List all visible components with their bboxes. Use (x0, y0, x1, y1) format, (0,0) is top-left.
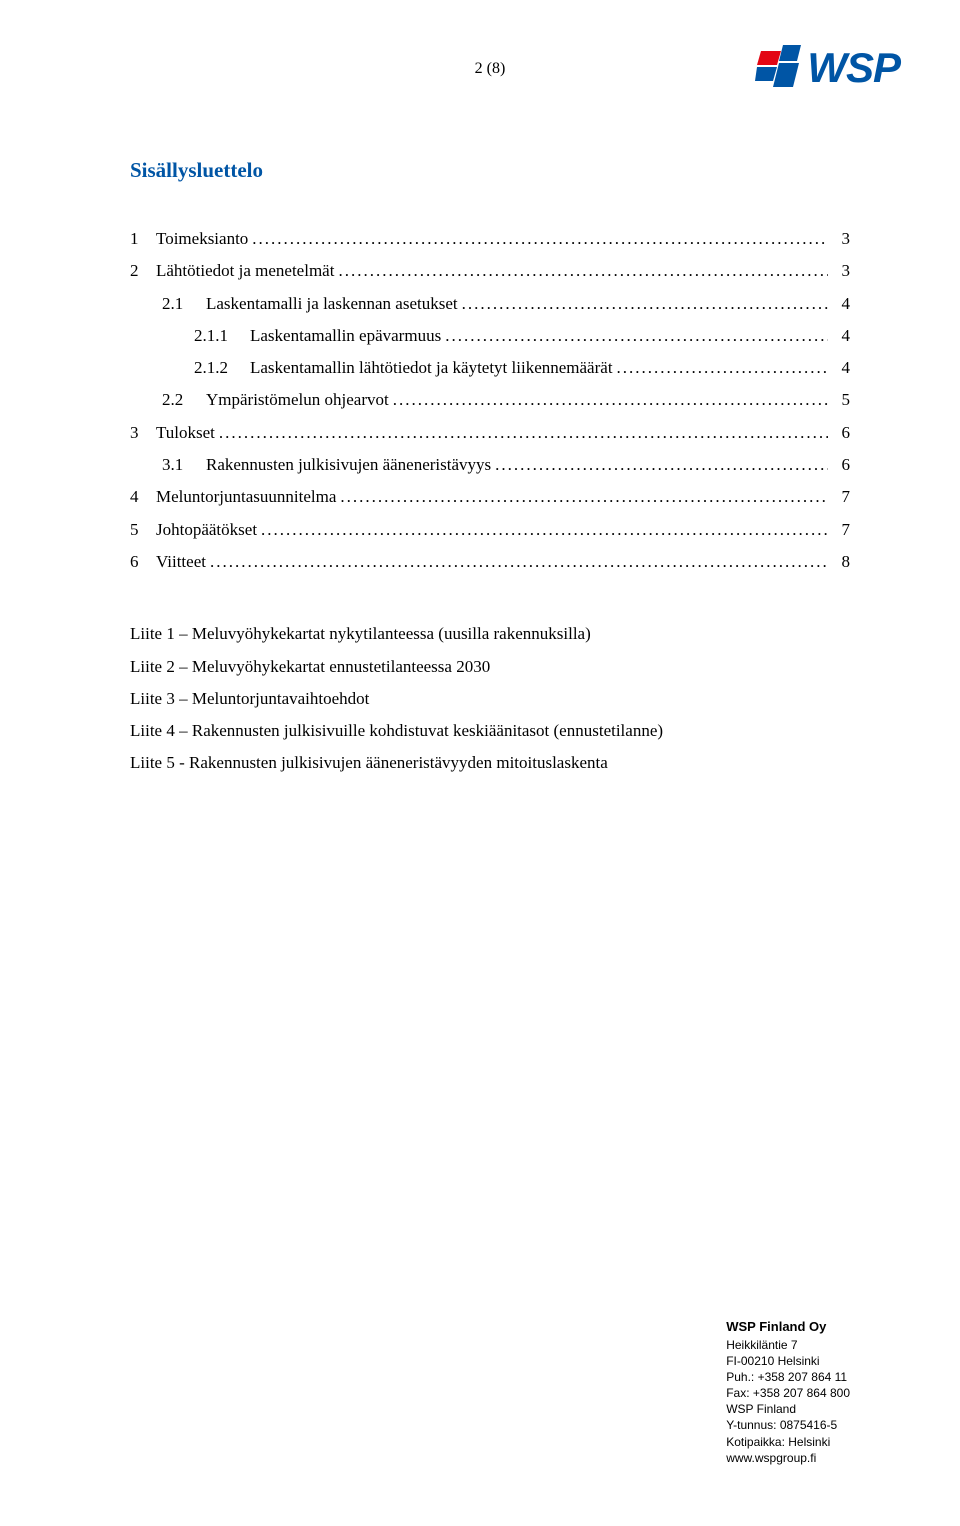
toc-label: Viitteet (156, 546, 206, 578)
toc-leader-dots (495, 449, 828, 481)
toc-page-number: 4 (832, 352, 850, 384)
toc-label: Laskentamalli ja laskennan asetukset (206, 288, 458, 320)
toc-number: 2.1 (162, 288, 206, 320)
wsp-logo-text: WSP (807, 44, 900, 92)
footer-block: WSP Finland Oy Heikkiläntie 7FI-00210 He… (726, 1318, 850, 1466)
toc-number: 3 (130, 417, 156, 449)
toc-leader-dots (338, 255, 828, 287)
toc-leader-dots (340, 481, 828, 513)
toc-leader-dots (219, 417, 828, 449)
toc-number: 2 (130, 255, 156, 287)
toc-leader-dots (445, 320, 828, 352)
toc-page-number: 4 (832, 288, 850, 320)
toc-number: 3.1 (162, 449, 206, 481)
toc-entry: 2Lähtötiedot ja menetelmät 3 (130, 255, 850, 287)
footer-line: Fax: +358 207 864 800 (726, 1385, 850, 1401)
table-of-contents: 1Toimeksianto32Lähtötiedot ja menetelmät… (130, 223, 850, 578)
wsp-logo-icon (755, 45, 801, 91)
toc-entry: 3.1Rakennusten julkisivujen ääneneristäv… (130, 449, 850, 481)
toc-number: 2.1.2 (194, 352, 250, 384)
toc-leader-dots (210, 546, 828, 578)
toc-entry: 2.2Ympäristömelun ohjearvot 5 (130, 384, 850, 416)
toc-leader-dots (393, 384, 828, 416)
footer-line: www.wspgroup.fi (726, 1450, 850, 1466)
toc-entry: 2.1.1Laskentamallin epävarmuus 4 (130, 320, 850, 352)
appendix-item: Liite 2 – Meluvyöhykekartat ennustetilan… (130, 651, 850, 683)
toc-entry: 4Meluntorjuntasuunnitelma 7 (130, 481, 850, 513)
toc-page-number: 7 (832, 481, 850, 513)
toc-entry: 2.1Laskentamalli ja laskennan asetukset 4 (130, 288, 850, 320)
toc-page-number: 8 (832, 546, 850, 578)
toc-label: Toimeksianto (156, 223, 248, 255)
appendix-item: Liite 4 – Rakennusten julkisivuille kohd… (130, 715, 850, 747)
footer-line: FI-00210 Helsinki (726, 1353, 850, 1369)
toc-page-number: 7 (832, 514, 850, 546)
toc-label: Laskentamallin lähtötiedot ja käytetyt l… (250, 352, 613, 384)
toc-entry: 5Johtopäätökset 7 (130, 514, 850, 546)
toc-label: Laskentamallin epävarmuus (250, 320, 441, 352)
toc-page-number: 3 (832, 223, 850, 255)
toc-number: 5 (130, 514, 156, 546)
toc-entry: 3Tulokset 6 (130, 417, 850, 449)
toc-number: 6 (130, 546, 156, 578)
toc-entry: 6Viitteet 8 (130, 546, 850, 578)
toc-number: 4 (130, 481, 156, 513)
appendix-item: Liite 1 – Meluvyöhykekartat nykytilantee… (130, 618, 850, 650)
page-number: 2 (8) (130, 60, 850, 78)
footer-line: Kotipaikka: Helsinki (726, 1434, 850, 1450)
wsp-logo: WSP (755, 44, 900, 92)
toc-leader-dots (252, 223, 828, 255)
footer-line: Puh.: +358 207 864 11 (726, 1369, 850, 1385)
toc-page-number: 6 (832, 449, 850, 481)
appendix-list: Liite 1 – Meluvyöhykekartat nykytilantee… (130, 618, 850, 779)
document-page: 2 (8) WSP Sisällysluettelo 1Toimeksianto… (0, 0, 960, 1526)
toc-label: Lähtötiedot ja menetelmät (156, 255, 334, 287)
footer-company: WSP Finland Oy (726, 1318, 850, 1336)
toc-label: Meluntorjuntasuunnitelma (156, 481, 336, 513)
footer-line: Heikkiläntie 7 (726, 1337, 850, 1353)
toc-page-number: 5 (832, 384, 850, 416)
toc-entry: 2.1.2Laskentamallin lähtötiedot ja käyte… (130, 352, 850, 384)
footer-line: Y-tunnus: 0875416-5 (726, 1417, 850, 1433)
toc-entry: 1Toimeksianto 3 (130, 223, 850, 255)
toc-page-number: 4 (832, 320, 850, 352)
toc-leader-dots (617, 352, 828, 384)
toc-leader-dots (462, 288, 828, 320)
appendix-item: Liite 5 - Rakennusten julkisivujen äänen… (130, 747, 850, 779)
footer-line: WSP Finland (726, 1401, 850, 1417)
appendix-item: Liite 3 – Meluntorjuntavaihtoehdot (130, 683, 850, 715)
toc-number: 1 (130, 223, 156, 255)
toc-label: Ympäristömelun ohjearvot (206, 384, 389, 416)
toc-label: Rakennusten julkisivujen ääneneristävyys (206, 449, 491, 481)
toc-leader-dots (261, 514, 828, 546)
toc-label: Tulokset (156, 417, 215, 449)
toc-number: 2.1.1 (194, 320, 250, 352)
toc-label: Johtopäätökset (156, 514, 257, 546)
toc-heading: Sisällysluettelo (130, 158, 850, 183)
toc-page-number: 6 (832, 417, 850, 449)
toc-page-number: 3 (832, 255, 850, 287)
toc-number: 2.2 (162, 384, 206, 416)
